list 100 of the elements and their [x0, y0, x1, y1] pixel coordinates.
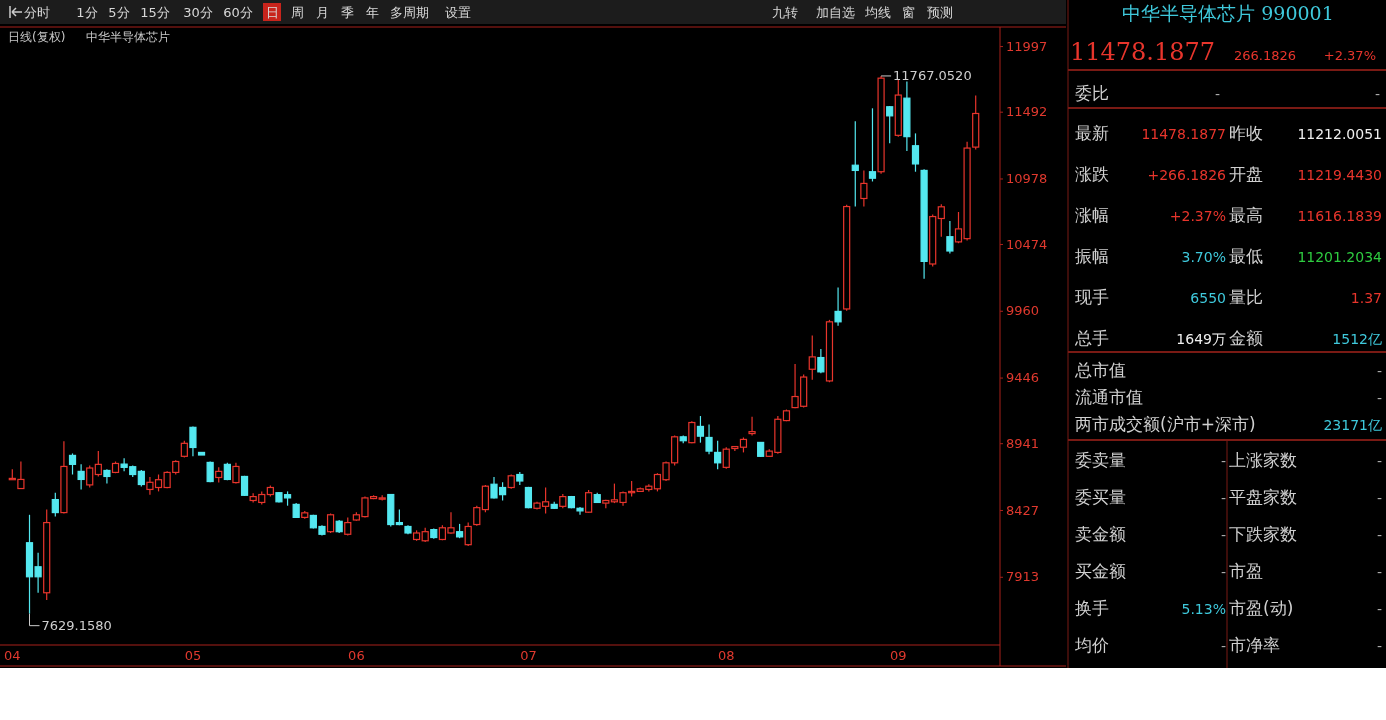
text: 委卖量 — [1075, 450, 1126, 470]
candlestick — [68, 452, 77, 476]
candlestick — [103, 468, 111, 485]
candlestick — [86, 464, 94, 489]
text: 5分 — [108, 5, 130, 20]
y-tick-label: 9960 — [1006, 303, 1040, 319]
text: 266.1826 — [1233, 48, 1296, 63]
text: 买金额 — [1075, 561, 1126, 581]
candlestick — [886, 105, 894, 144]
candlestick — [714, 440, 722, 470]
y-tick-label: 8427 — [1006, 502, 1040, 518]
candlestick — [748, 416, 756, 437]
candlestick — [189, 425, 197, 457]
candlestick — [94, 450, 102, 478]
y-tick-label: 11492 — [1006, 104, 1048, 120]
candlestick — [937, 203, 945, 238]
text: 15分 — [140, 5, 170, 20]
text: - — [1376, 601, 1382, 617]
text: 设置 — [445, 5, 471, 20]
text: 11478.1877 — [1141, 126, 1226, 142]
candlestick — [326, 512, 335, 534]
text: 11219.4430 — [1297, 167, 1382, 183]
x-tick-label: 08 — [717, 647, 735, 663]
candlestick — [696, 415, 705, 444]
y-tick-label: 7913 — [1006, 569, 1040, 585]
text: 委比 — [1075, 83, 1109, 103]
text: - — [1220, 490, 1226, 506]
annotation: 11767.0520 — [893, 67, 972, 83]
text: - — [1220, 564, 1226, 580]
text: - — [1214, 86, 1220, 102]
y-tick-label: 11997 — [1006, 38, 1048, 54]
text: - — [1220, 453, 1226, 469]
text: 委买量 — [1075, 487, 1126, 507]
text: 市盈 — [1229, 561, 1263, 581]
text: 总市值 — [1074, 360, 1126, 380]
text: 11201.2034 — [1297, 249, 1383, 265]
candlestick — [911, 132, 920, 173]
text: - — [1376, 363, 1382, 379]
text: 上涨家数 — [1229, 450, 1297, 470]
text: 金额 — [1229, 328, 1263, 348]
text: 下跌家数 — [1229, 524, 1297, 544]
candlestick — [77, 463, 85, 491]
text: 年 — [365, 5, 379, 20]
candlestick — [834, 286, 842, 327]
text: 3.70% — [1181, 249, 1226, 265]
text: - — [1376, 490, 1382, 506]
text: 分时 — [24, 5, 50, 20]
y-tick-label: 10474 — [1006, 236, 1048, 252]
text: +266.1826 — [1147, 167, 1227, 183]
text: - — [1376, 564, 1382, 580]
text: 振幅 — [1075, 246, 1109, 266]
y-tick-label: 8941 — [1006, 435, 1040, 451]
chart-title: 日线(复权) — [8, 30, 66, 44]
text: - — [1376, 390, 1382, 406]
text: 30分 — [183, 5, 213, 20]
text: - — [1376, 527, 1382, 543]
text: 11616.1839 — [1297, 208, 1382, 224]
text: 昨收 — [1229, 123, 1263, 143]
text: 换手 — [1075, 598, 1109, 618]
text: 卖金额 — [1075, 524, 1126, 544]
text: 1.37 — [1350, 290, 1382, 306]
text: - — [1220, 527, 1226, 543]
text: 加自选 — [815, 5, 855, 20]
candlestick — [946, 220, 954, 255]
text: 均价 — [1074, 635, 1109, 655]
text: +2.37% — [1169, 208, 1226, 224]
x-tick-label: 09 — [890, 647, 907, 663]
text: 两市成交额(沪市+深市) — [1075, 414, 1256, 434]
candlestick — [464, 521, 472, 547]
text: 市净率 — [1229, 635, 1280, 655]
x-tick-label: 05 — [184, 647, 202, 663]
x-tick-label: 04 — [4, 647, 21, 663]
text: 月 — [315, 5, 329, 20]
candlestick — [808, 334, 816, 381]
chart-subtitle: 中华半导体芯片 — [86, 30, 170, 44]
text: 11478.1877 — [1070, 38, 1216, 66]
candlestick — [51, 492, 59, 518]
text: 量比 — [1229, 287, 1263, 307]
text: - — [1376, 638, 1382, 654]
candlestick — [868, 107, 877, 183]
text: 流通市值 — [1075, 387, 1143, 407]
text: 日 — [265, 5, 279, 20]
y-tick-label: 10978 — [1006, 171, 1048, 187]
text: 11212.0051 — [1297, 126, 1382, 142]
text: 最新 — [1075, 123, 1109, 143]
text: 5.13% — [1181, 601, 1226, 617]
text: 1649万 — [1176, 331, 1226, 347]
text: 涨幅 — [1075, 205, 1109, 225]
text: +2.37% — [1323, 48, 1376, 63]
text: 九转 — [772, 5, 798, 20]
text: 中华半导体芯片 990001 — [1122, 2, 1334, 24]
text: 平盘家数 — [1229, 487, 1297, 507]
text: - — [1376, 453, 1382, 469]
x-tick-label: 06 — [348, 647, 365, 663]
text: 最高 — [1229, 205, 1263, 225]
annotation: 7629.1580 — [41, 617, 112, 633]
text: 季 — [340, 5, 354, 20]
candlestick — [722, 446, 730, 470]
text: 市盈(动) — [1229, 598, 1294, 618]
text: 多周期 — [389, 5, 429, 20]
